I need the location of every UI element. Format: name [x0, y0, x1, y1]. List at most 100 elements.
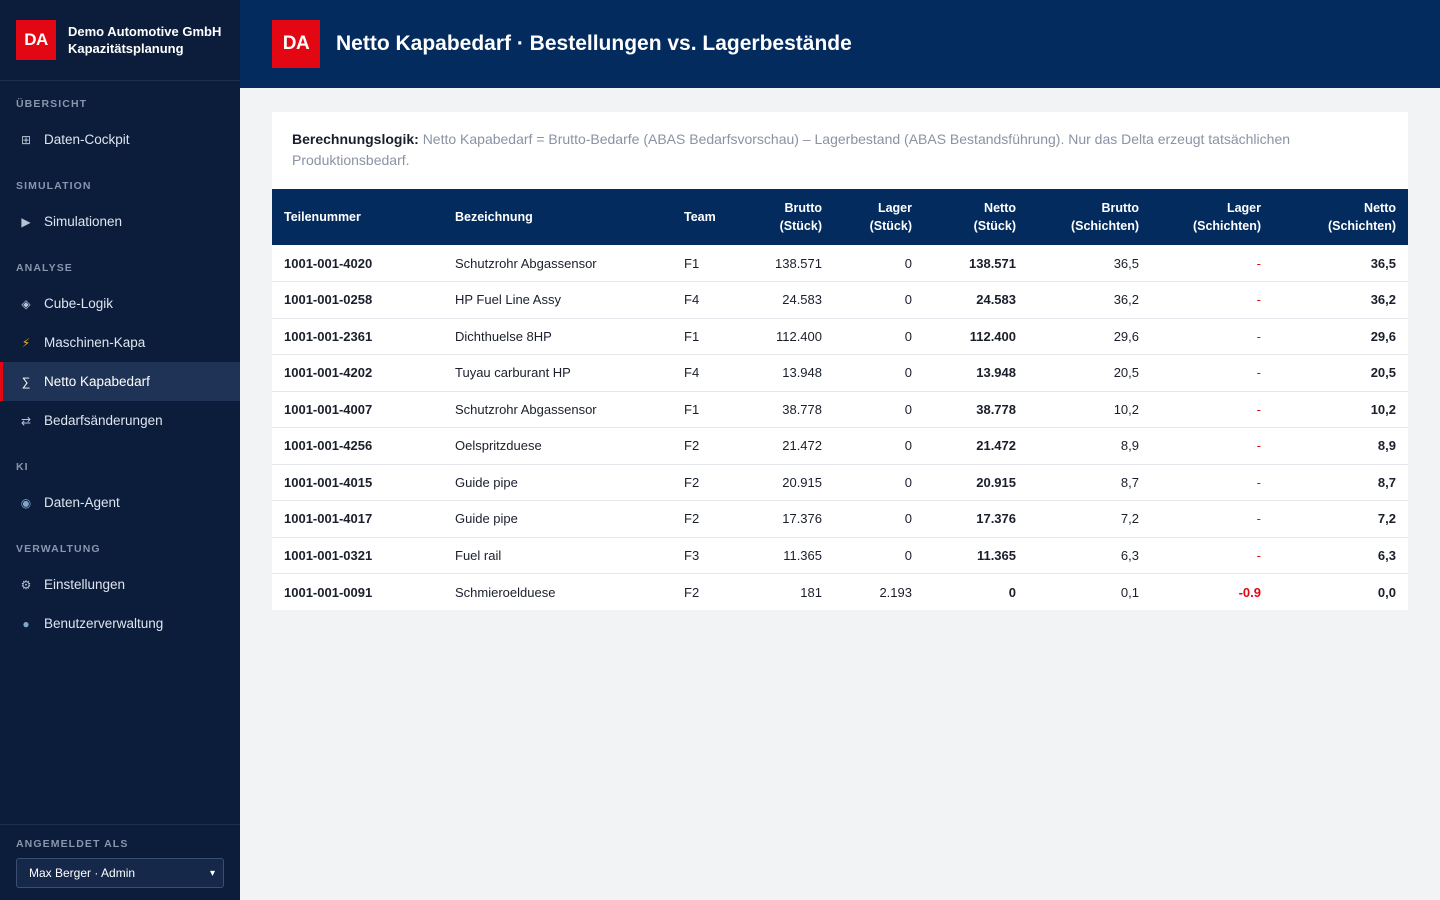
netto-table: Teilenummer Bezeichnung Team Brutto (Stüc… [272, 189, 1408, 610]
nav-item-label: Maschinen-Kapa [44, 335, 146, 350]
cell-netto-schichten: 20,5 [1370, 365, 1396, 381]
cell-netto-schichten: 36,2 [1370, 292, 1396, 308]
nav-item-simulationen[interactable]: ▶ Simulationen [0, 202, 240, 241]
calculation-logic-text: Netto Kapabedarf = Brutto-Bedarfe (ABAS … [292, 131, 1291, 168]
table-row[interactable]: 1001-001-0091 Schmieroelduese F2 181 2.193 0 0… [272, 574, 1408, 611]
cell-brutto-stueck: 11.365 [783, 547, 822, 563]
user-select-value: Max Berger · Admin [29, 866, 136, 880]
cell-brutto-stueck: 138.571 [775, 255, 822, 271]
netto-table-card: Berechnungslogik: Netto Kapabedarf = Bru… [272, 112, 1408, 610]
cell-brutto-stueck: 181 [800, 584, 822, 600]
nav-section-title: KI [16, 461, 29, 473]
cell-lager-schichten: - [1256, 511, 1261, 527]
cell-lager-stueck: 0 [904, 547, 912, 563]
cell-lager-schichten: -0.9 [1238, 584, 1261, 600]
sidebar-footer: ANGEMELDET ALS Max Berger · Admin ▾ [0, 824, 240, 900]
cell-netto-stueck: 112.400 [969, 328, 1016, 344]
cell-netto-stueck: 17.376 [976, 511, 1016, 527]
table-row[interactable]: 1001-001-0258 HP Fuel Line Assy F4 24.583 0 2… [272, 282, 1408, 318]
cell-brutto-schichten: 6,3 [1120, 547, 1139, 563]
column-header-lager-stueck[interactable]: Lager (Stück) [869, 201, 912, 233]
product-name: Kapazitätsplanung [68, 41, 184, 56]
cell-netto-schichten: 8,7 [1377, 474, 1396, 490]
cell-bezeichnung: Dichthuelse 8HP [455, 328, 552, 344]
cell-team: F2 [684, 511, 700, 527]
table-row[interactable]: 1001-001-0321 Fuel rail F3 11.365 0 11.365 6,3… [272, 537, 1408, 574]
cell-netto-schichten: 6,3 [1377, 547, 1396, 563]
nav-item-cube-logik[interactable]: ◈ Cube-Logik [0, 284, 240, 323]
cell-netto-stueck: 21.472 [976, 438, 1016, 454]
cell-teilenummer: 1001-001-4007 [284, 401, 373, 417]
table-row[interactable]: 1001-001-4007 Schutzrohr Abgassensor F1 38.… [272, 391, 1408, 428]
table-row[interactable]: 1001-001-4202 Tuyau carburant HP F4 13.948 0… [272, 355, 1408, 391]
table-row[interactable]: 1001-001-4015 Guide pipe F2 20.915 0 20.915 8,… [272, 464, 1408, 501]
cell-brutto-schichten: 20,5 [1113, 365, 1139, 381]
logged-in-label: ANGEMELDET ALS [16, 838, 129, 850]
nav-item-maschinen-kapa[interactable]: ⚡ Maschinen-Kapa [0, 323, 240, 362]
company-name: Demo Automotive GmbH [68, 24, 222, 39]
cell-netto-stueck: 38.778 [976, 401, 1016, 417]
table-row[interactable]: 1001-001-4017 Guide pipe F2 17.376 0 17.376 7,… [272, 501, 1408, 537]
cell-bezeichnung: Fuel rail [455, 547, 502, 563]
nav-item-daten-cockpit[interactable]: ⊞ Daten-Cockpit [0, 120, 240, 159]
user-select[interactable]: Max Berger · Admin ▾ [16, 858, 224, 888]
cell-team: F3 [684, 547, 700, 563]
cell-teilenummer: 1001-001-4256 [284, 438, 373, 454]
cell-lager-schichten: - [1256, 438, 1261, 454]
table-row[interactable]: 1001-001-4256 Oelspritzduese F2 21.472 0 21.4… [272, 428, 1408, 464]
cell-brutto-stueck: 13.948 [782, 365, 822, 381]
column-header-netto-stueck[interactable]: Netto (Stück) [973, 201, 1016, 233]
cell-brutto-stueck: 24.583 [782, 292, 822, 308]
column-header-lager-schichten[interactable]: Lager (Schichten) [1192, 201, 1261, 233]
column-header-netto-schichten[interactable]: Netto (Schichten) [1327, 201, 1396, 233]
cell-lager-stueck: 0 [904, 365, 912, 381]
cell-lager-stueck: 0 [904, 438, 912, 454]
column-header-brutto-schichten[interactable]: Brutto (Schichten) [1070, 201, 1139, 233]
cell-lager-schichten: - [1256, 401, 1261, 417]
page-title: Netto Kapabedarf · Bestellungen vs. Lage… [336, 32, 852, 55]
nav-item-benutzerverwaltung[interactable]: ● Benutzerverwaltung [0, 604, 240, 643]
cell-teilenummer: 1001-001-4202 [284, 365, 373, 381]
cube-icon: ◈ [21, 296, 31, 311]
cell-teilenummer: 1001-001-0321 [284, 547, 373, 563]
cell-brutto-schichten: 10,2 [1113, 401, 1139, 417]
cell-teilenummer: 1001-001-0091 [284, 584, 373, 600]
cell-team: F2 [684, 438, 700, 454]
sidebar: DA Demo Automotive GmbH Kapazitätsplanun… [0, 0, 240, 900]
cell-teilenummer: 1001-001-2361 [284, 328, 373, 344]
chevron-down-icon: ▾ [209, 867, 215, 879]
cell-netto-schichten: 10,2 [1370, 401, 1396, 417]
nav-item-label: Einstellungen [44, 577, 126, 592]
column-header-teilenummer[interactable]: Teilenummer [284, 210, 361, 224]
cell-bezeichnung: Schmieroelduese [455, 584, 556, 600]
cell-lager-stueck: 0 [904, 255, 912, 271]
robot-icon: ◉ [20, 495, 32, 510]
nav-item-bedarfsaenderungen[interactable]: ⇄ Bedarfsänderungen [0, 401, 240, 440]
cell-bezeichnung: Tuyau carburant HP [455, 365, 571, 381]
cell-netto-stueck: 24.583 [976, 292, 1016, 308]
nav-item-einstellungen[interactable]: ⚙ Einstellungen [0, 565, 240, 604]
nav-item-daten-agent[interactable]: ◉ Daten-Agent [0, 483, 240, 522]
cell-bezeichnung: Oelspritzduese [455, 438, 542, 454]
column-header-brutto-stueck[interactable]: Brutto (Stück) [779, 201, 822, 233]
table-row[interactable]: 1001-001-2361 Dichthuelse 8HP F1 112.400 0 11… [272, 318, 1408, 355]
table-row[interactable]: 1001-001-4020 Schutzrohr Abgassensor F1 138… [272, 245, 1408, 282]
cell-brutto-schichten: 29,6 [1113, 328, 1139, 344]
cell-netto-stueck: 0 [1008, 584, 1016, 600]
cell-team: F2 [684, 474, 700, 490]
cell-lager-schichten: - [1256, 547, 1261, 563]
user-icon: ● [22, 616, 30, 631]
cell-team: F2 [684, 584, 700, 600]
column-header-bezeichnung[interactable]: Bezeichnung [455, 210, 533, 224]
cell-brutto-stueck: 21.472 [782, 438, 822, 454]
nav-item-label: Bedarfsänderungen [44, 413, 163, 428]
nav-item-label: Simulationen [44, 214, 123, 229]
grid-icon: ⊞ [20, 132, 32, 147]
nav-item-netto-kapabedarf[interactable]: ∑ Netto Kapabedarf [0, 362, 240, 401]
cell-netto-schichten: 8,9 [1377, 438, 1396, 454]
cell-lager-schichten: - [1256, 292, 1261, 308]
gear-icon: ⚙ [20, 577, 32, 592]
cell-team: F4 [684, 365, 700, 381]
cell-teilenummer: 1001-001-4020 [284, 255, 373, 271]
column-header-team[interactable]: Team [684, 210, 716, 224]
